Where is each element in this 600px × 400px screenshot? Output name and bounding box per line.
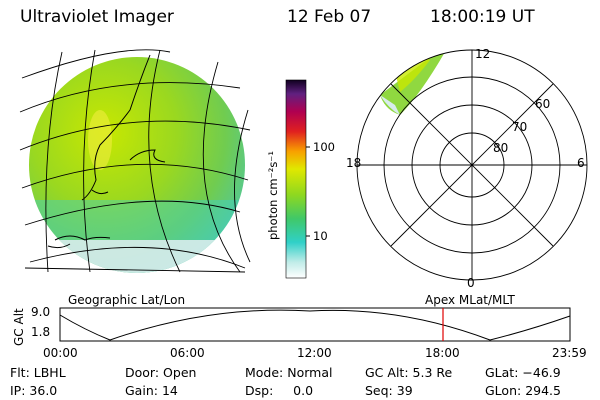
x-tick-1800: 18:00 bbox=[425, 346, 460, 360]
timeline-axis-title: GC Alt bbox=[12, 308, 26, 346]
mlat-label-80: 80 bbox=[493, 141, 509, 155]
info-gc-alt: GC Alt: 5.3 Re bbox=[365, 365, 453, 380]
timeline-right-caption: Apex MLat/MLT bbox=[425, 293, 515, 307]
y-tick-9: 9.0 bbox=[31, 305, 51, 319]
info-seq: Seq: 39 bbox=[365, 383, 413, 398]
info-flt: Flt: LBHL bbox=[10, 365, 66, 380]
info-mode: Mode: Normal bbox=[245, 365, 333, 380]
y-tick-1-8: 1.8 bbox=[31, 325, 51, 339]
colorbar-tick-100: 100 bbox=[313, 140, 335, 154]
info-dsp: Dsp: 0.0 bbox=[245, 383, 314, 398]
mlt-label-6: 6 bbox=[577, 156, 585, 170]
timeline-left-caption: Geographic Lat/Lon bbox=[68, 293, 186, 307]
x-tick-0000: 00:00 bbox=[43, 346, 78, 360]
info-ip: IP: 36.0 bbox=[10, 383, 58, 398]
info-door: Door: Open bbox=[125, 365, 197, 380]
auroral-image-patch bbox=[380, 50, 445, 115]
time-label: 18:00:19 UT bbox=[430, 7, 535, 27]
info-gain: Gain: 14 bbox=[125, 383, 178, 398]
mlt-label-0: 0 bbox=[467, 276, 475, 290]
x-tick-1200: 12:00 bbox=[297, 346, 332, 360]
mlat-label-60: 60 bbox=[535, 97, 551, 111]
x-tick-0600: 06:00 bbox=[170, 346, 205, 360]
info-glon: GLon: 294.5 bbox=[485, 383, 561, 398]
colorbar-tick-10: 10 bbox=[313, 229, 328, 243]
mlt-label-12: 12 bbox=[475, 47, 491, 61]
lat-lon-grid bbox=[19, 49, 251, 273]
instrument-title: Ultraviolet Imager bbox=[20, 7, 174, 27]
x-tick-2359: 23:59 bbox=[552, 346, 587, 360]
coastline bbox=[47, 54, 166, 249]
mlt-label-18: 18 bbox=[346, 156, 362, 170]
date-label: 12 Feb 07 bbox=[287, 7, 372, 27]
info-glat: GLat: −46.9 bbox=[485, 365, 561, 380]
altitude-curve bbox=[59, 309, 571, 341]
earth-disk bbox=[29, 57, 245, 273]
mlat-label-70: 70 bbox=[512, 120, 528, 134]
